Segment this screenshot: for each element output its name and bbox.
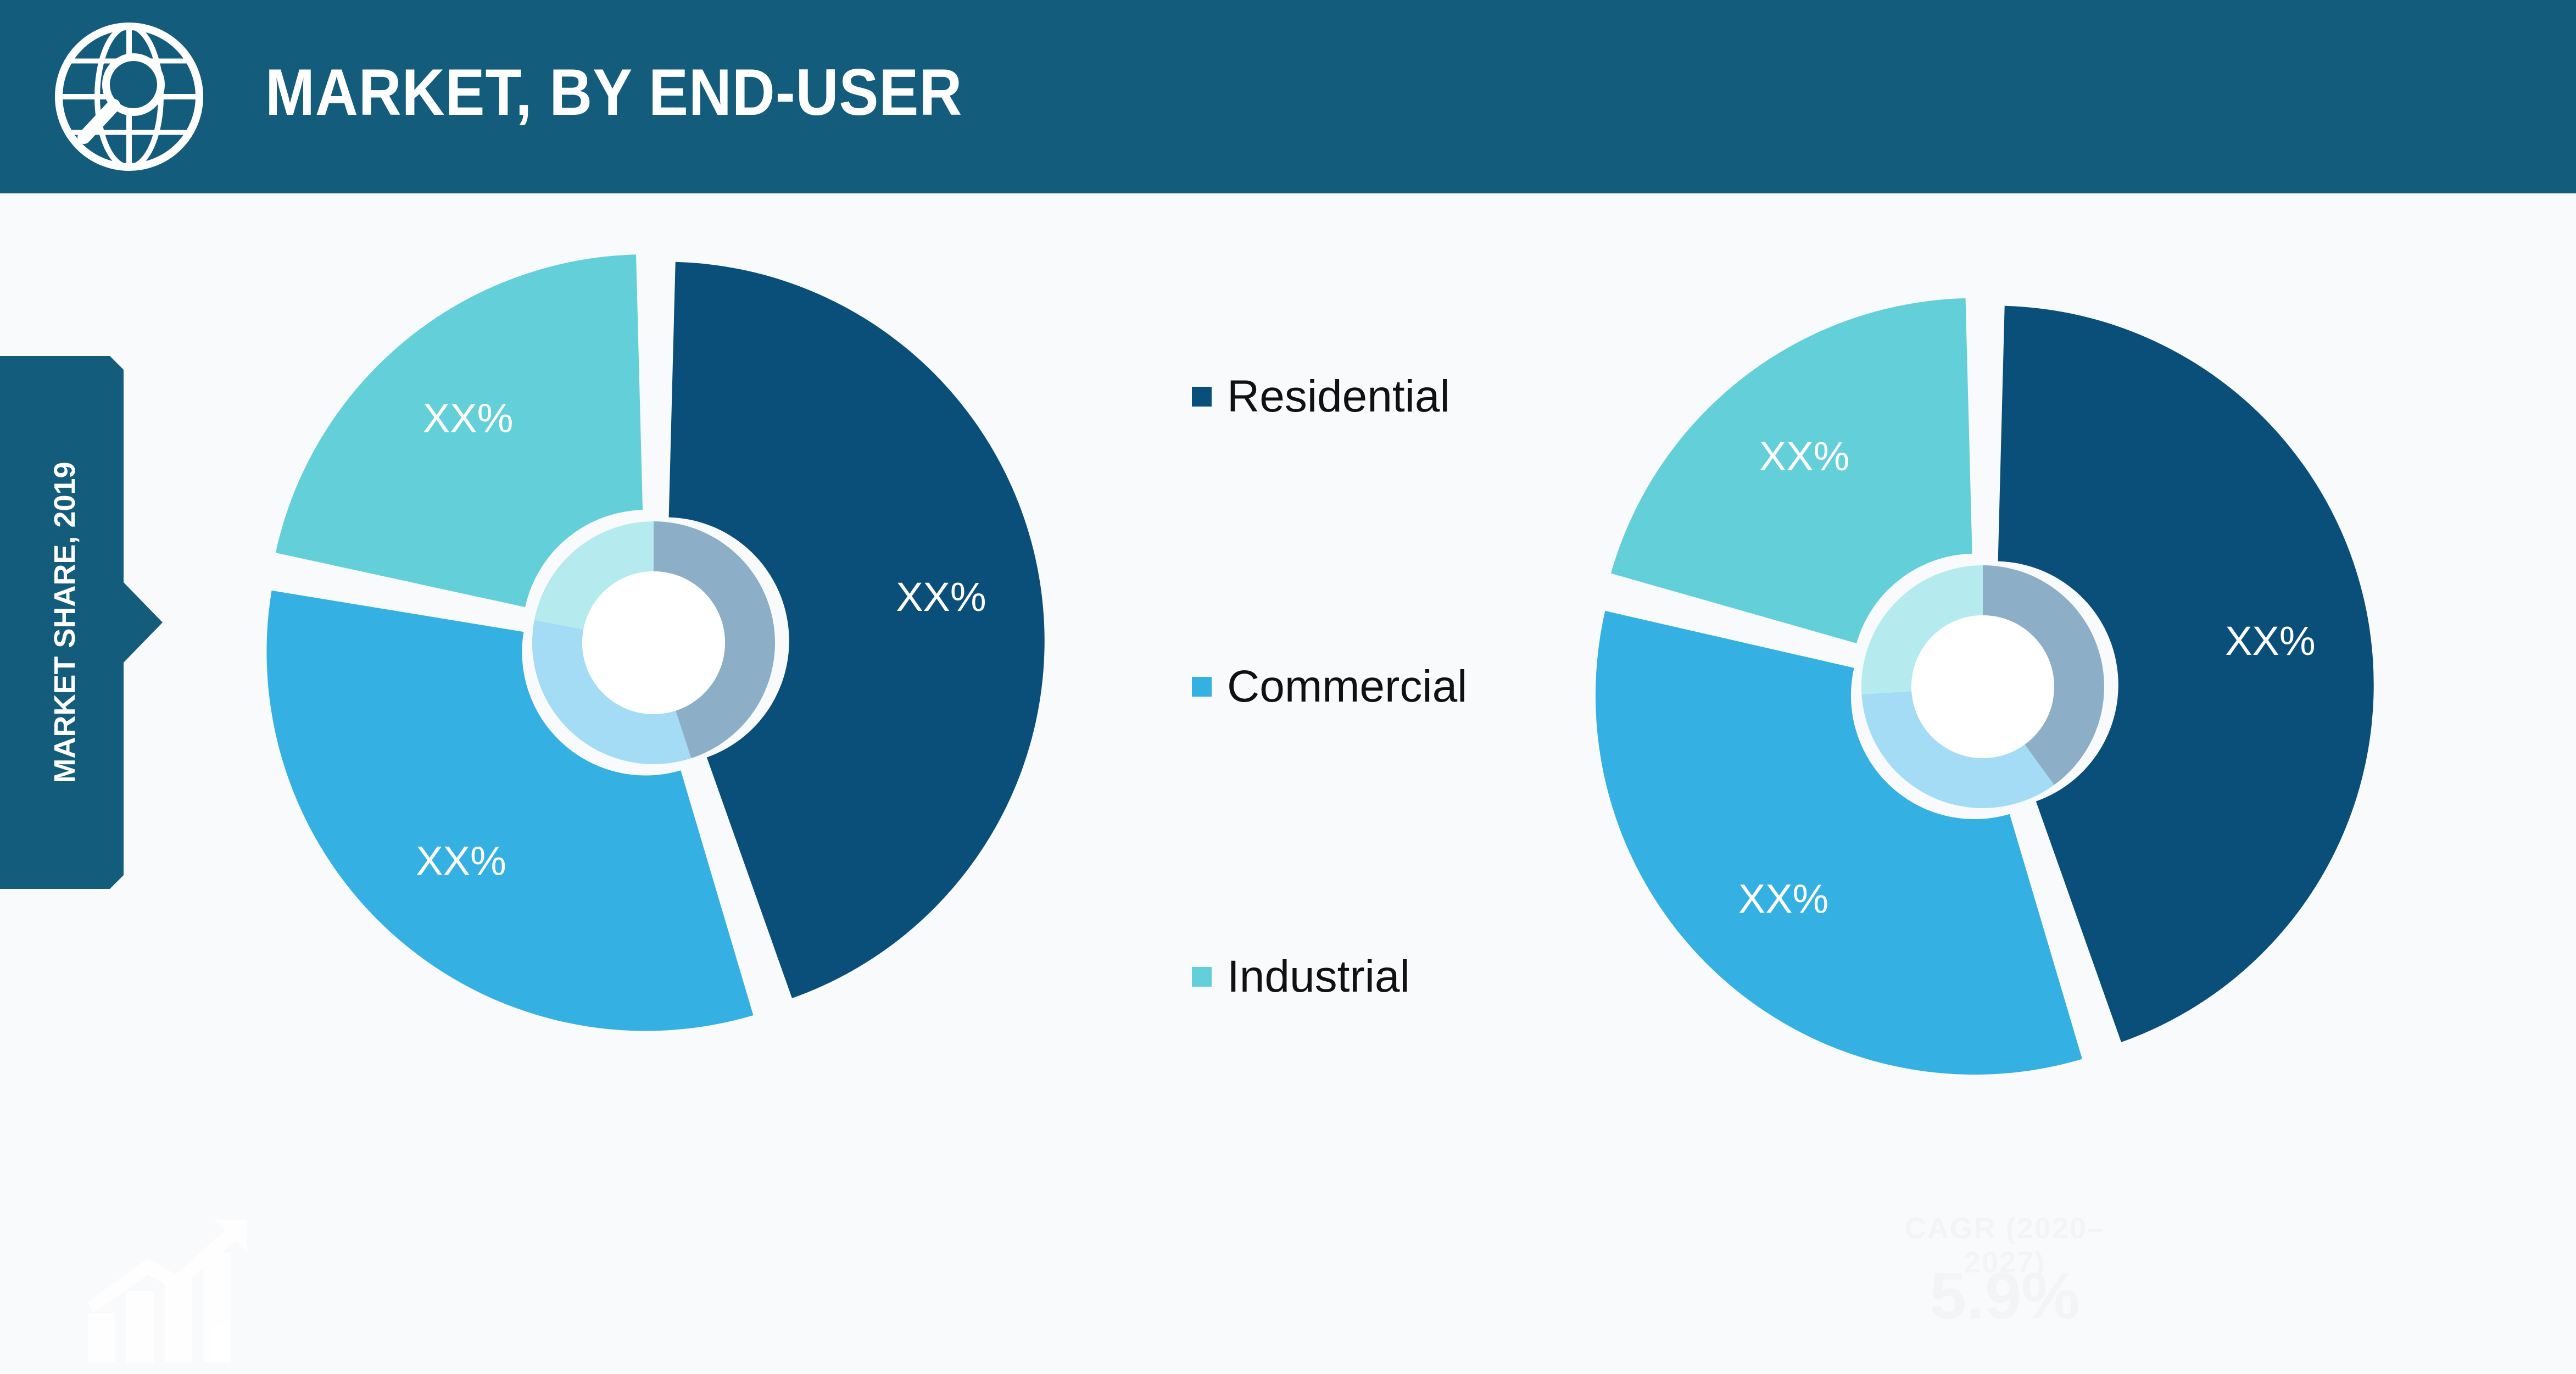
legend-swatch-residential [1192, 387, 1212, 407]
donut1-inner-industrial [534, 521, 654, 630]
page-title: MARKET, BY END-USER [265, 55, 963, 129]
legend-label-industrial: Industrial [1227, 952, 1410, 1002]
legend-swatch-industrial [1192, 967, 1212, 987]
donut1-slice-industrial [275, 254, 643, 608]
header-bar: MARKET, BY END-USER [0, 0, 2576, 193]
donut2-label-industrial: XX% [1759, 433, 1850, 479]
donut1-label-residential: XX% [896, 574, 986, 620]
donut2-label-residential: XX% [2225, 618, 2316, 664]
donut2-inner-industrial [1861, 565, 1983, 694]
growth-chart-icon [88, 1220, 247, 1362]
legend-label-commercial: Commercial [1227, 661, 1468, 711]
donut1-label-commercial: XX% [416, 838, 506, 884]
donut1-inner-residential [654, 521, 776, 759]
donut1-center [582, 571, 725, 714]
market-share-label: MARKET SHARE, 2019 [48, 461, 81, 783]
donut1-slice-commercial [266, 590, 754, 1031]
side-tab [0, 356, 163, 889]
donut-chart-left: XX% XX% XX% [266, 254, 1045, 1031]
donut1-inner-commercial [532, 620, 692, 764]
globe-search-icon [55, 23, 203, 171]
cagr-label: CAGR (2020–2027) [1904, 1212, 2105, 1279]
donut2-center [1911, 615, 2054, 758]
donut2-inner-commercial [1861, 691, 2054, 808]
legend-label-residential: Residential [1227, 371, 1450, 421]
donut2-label-commercial: XX% [1738, 876, 1829, 921]
donut-chart-right: XX% XX% XX% [1595, 298, 2374, 1075]
donut2-slice-residential [1998, 305, 2374, 1043]
legend-swatch-commercial [1192, 677, 1212, 697]
donut1-slice-residential [668, 262, 1045, 999]
donut2-slice-commercial [1595, 610, 2082, 1075]
cagr-value: 5.9% [1930, 1259, 2080, 1333]
donut2-slice-industrial [1610, 298, 1972, 643]
donut2-inner-residential [1983, 565, 2105, 785]
donut1-label-industrial: XX% [423, 396, 514, 441]
